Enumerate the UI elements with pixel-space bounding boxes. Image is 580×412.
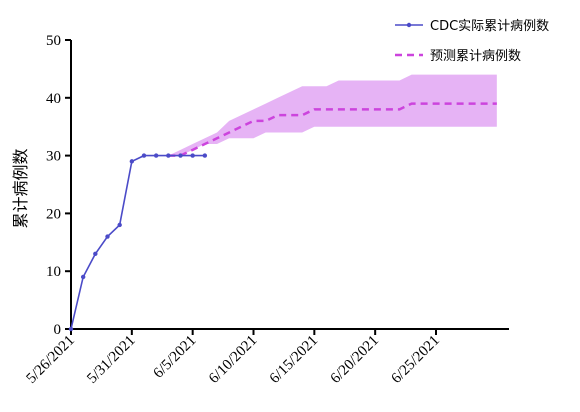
y-tick-label: 0 bbox=[54, 322, 62, 338]
actual-cases-point bbox=[129, 159, 135, 164]
actual-cases-point bbox=[190, 153, 195, 158]
actual-cases-point bbox=[80, 274, 86, 280]
actual-cases-point bbox=[153, 153, 159, 158]
actual-cases-point bbox=[178, 153, 183, 158]
actual-cases-point bbox=[93, 251, 98, 257]
actual-cases-point bbox=[117, 222, 122, 228]
series-lines-layer bbox=[68, 102, 497, 332]
x-ticks-layer: 5/26/2021 5/31/2021 6/5/2021 6/10/2021 6/15/… bbox=[23, 329, 443, 387]
y-tick-label: 30 bbox=[46, 149, 61, 165]
actual-cases-point bbox=[68, 326, 74, 332]
prediction-band-layer bbox=[168, 74, 497, 156]
actual-cases-point bbox=[166, 153, 171, 158]
prediction-confidence-band bbox=[168, 74, 497, 156]
x-tick-label: 5/26/2021 bbox=[23, 333, 77, 387]
legend-label-predicted: 预测累计病例数 bbox=[430, 49, 521, 64]
x-tick-label: 6/15/2021 bbox=[267, 333, 321, 387]
y-tick-label: 50 bbox=[46, 33, 61, 49]
y-tick-label: 10 bbox=[46, 264, 61, 280]
x-tick-label: 6/10/2021 bbox=[206, 333, 260, 387]
predicted-cases-line bbox=[168, 102, 497, 157]
actual-cases-line bbox=[70, 154, 205, 330]
y-tick-label: 20 bbox=[46, 206, 61, 222]
x-tick-label: 6/25/2021 bbox=[388, 333, 442, 387]
y-axis-label: 累计病例数 bbox=[11, 148, 30, 228]
legend: CDC实际累计病例数 预测累计病例数 bbox=[395, 19, 549, 64]
legend-marker-actual bbox=[406, 22, 412, 28]
y-tick-label: 40 bbox=[46, 91, 61, 107]
actual-cases-point bbox=[141, 153, 147, 158]
x-tick-label: 6/5/2021 bbox=[150, 333, 199, 382]
y-ticks-layer: 0 10 20 30 40 50 bbox=[46, 33, 71, 338]
actual-cases-point bbox=[105, 234, 110, 239]
x-tick-label: 6/20/2021 bbox=[328, 333, 382, 387]
x-tick-label: 5/31/2021 bbox=[84, 333, 138, 387]
actual-cases-point bbox=[202, 153, 208, 158]
legend-label-actual: CDC实际累计病例数 bbox=[430, 19, 549, 34]
